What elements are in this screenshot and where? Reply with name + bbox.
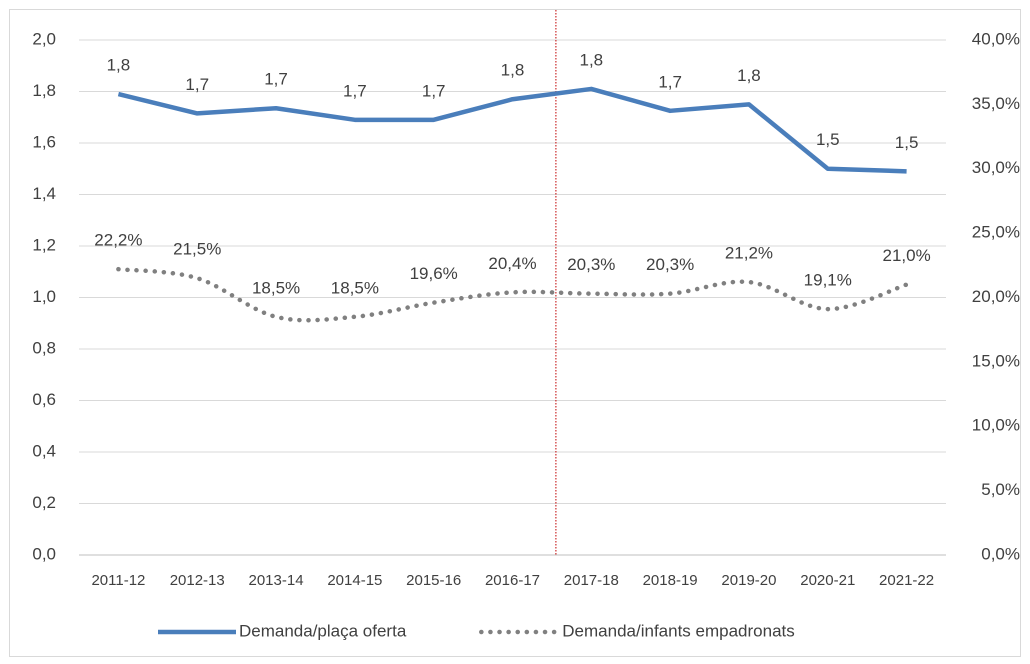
y-tick-label: 1,6 xyxy=(32,132,56,151)
data-label: 1,8 xyxy=(737,66,761,85)
y-tick-label: 0,2 xyxy=(32,493,56,512)
y-tick-label: 0,6 xyxy=(32,390,56,409)
data-label: 20,3% xyxy=(646,255,694,274)
legend-label: Demanda/infants empadronats xyxy=(562,621,794,640)
data-label: 21,0% xyxy=(882,246,930,265)
x-tick-label: 2021-22 xyxy=(879,572,934,589)
y2-tick-label: 5,0% xyxy=(981,480,1020,499)
data-label: 1,8 xyxy=(107,56,131,75)
data-label: 1,5 xyxy=(816,130,840,149)
x-tick-label: 2011-12 xyxy=(91,572,145,589)
x-tick-label: 2016-17 xyxy=(485,572,540,589)
series-line xyxy=(117,86,907,174)
x-tick-label: 2015-16 xyxy=(406,572,461,589)
data-label: 18,5% xyxy=(331,278,379,297)
y-tick-label: 1,4 xyxy=(32,184,56,203)
data-label: 19,1% xyxy=(804,271,852,290)
y2-tick-label: 0,0% xyxy=(981,544,1020,563)
y-tick-label: 1,2 xyxy=(32,235,56,254)
data-label: 1,7 xyxy=(264,70,288,89)
data-label: 1,8 xyxy=(501,61,525,80)
data-label: 22,2% xyxy=(94,231,142,250)
y-tick-label: 1,8 xyxy=(32,81,56,100)
y2-tick-label: 40,0% xyxy=(972,29,1020,48)
y2-tick-label: 35,0% xyxy=(972,94,1020,113)
data-label: 1,7 xyxy=(185,75,209,94)
data-label: 20,3% xyxy=(567,255,615,274)
y2-tick-label: 10,0% xyxy=(972,416,1020,435)
x-tick-label: 2017-18 xyxy=(564,572,619,589)
y2-tick-label: 25,0% xyxy=(972,223,1020,242)
x-tick-label: 2013-14 xyxy=(249,572,304,589)
data-label: 1,7 xyxy=(658,72,682,91)
data-label: 21,2% xyxy=(725,244,773,263)
data-label: 18,5% xyxy=(252,278,300,297)
data-label: 1,7 xyxy=(343,81,367,100)
data-label: 19,6% xyxy=(410,264,458,283)
y2-tick-label: 30,0% xyxy=(972,158,1020,177)
data-label: 1,7 xyxy=(422,81,446,100)
y-tick-label: 0,4 xyxy=(32,441,56,460)
y2-tick-label: 20,0% xyxy=(972,287,1020,306)
data-label: 1,8 xyxy=(579,50,603,69)
chart-frame xyxy=(9,9,1021,657)
x-tick-label: 2018-19 xyxy=(643,572,698,589)
y-tick-label: 2,0 xyxy=(32,29,56,48)
x-tick-label: 2012-13 xyxy=(170,572,225,589)
y-tick-label: 0,0 xyxy=(32,544,56,563)
data-label: 20,4% xyxy=(488,254,536,273)
data-label: 21,5% xyxy=(173,240,221,259)
y-tick-label: 1,0 xyxy=(32,287,56,306)
data-label: 1,5 xyxy=(895,133,919,152)
y2-tick-label: 15,0% xyxy=(972,351,1020,370)
y-tick-label: 0,8 xyxy=(32,338,56,357)
x-tick-label: 2020-21 xyxy=(800,572,855,589)
legend-label: Demanda/plaça oferta xyxy=(239,621,407,640)
x-tick-label: 2014-15 xyxy=(327,572,382,589)
x-tick-label: 2019-20 xyxy=(721,572,776,589)
